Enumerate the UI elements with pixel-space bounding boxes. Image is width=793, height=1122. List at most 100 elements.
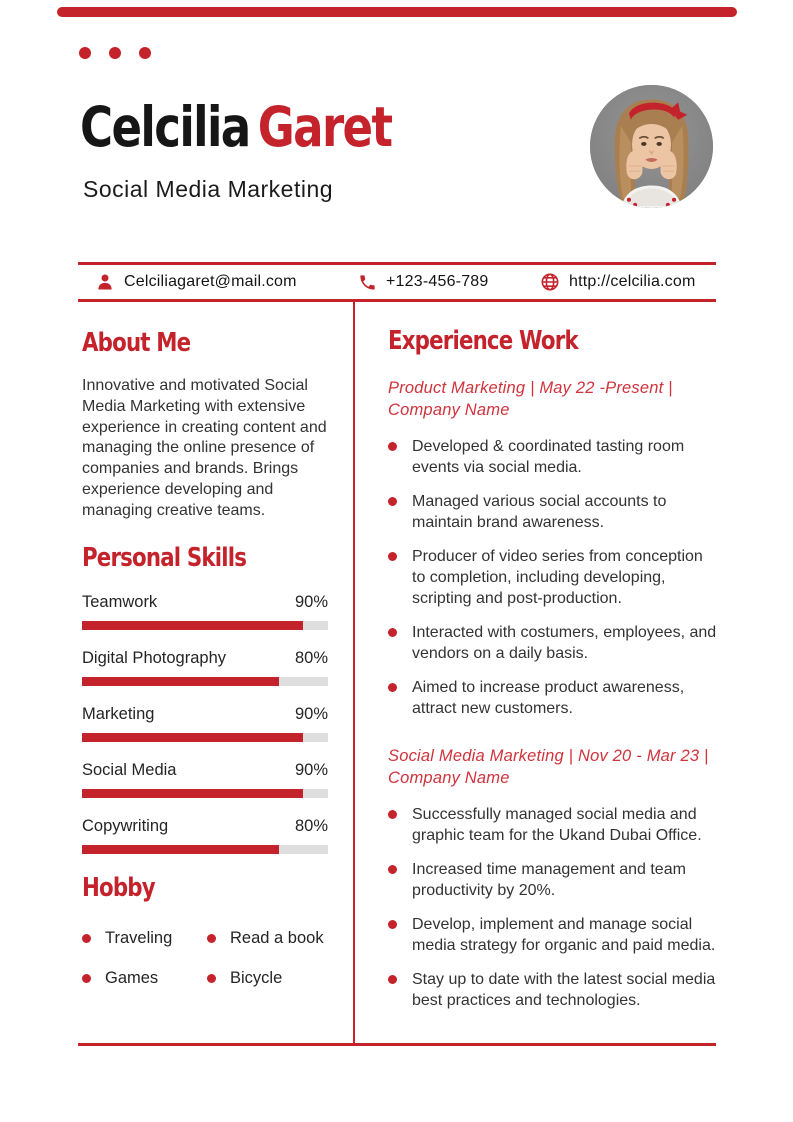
hobby-item: Traveling <box>82 929 207 948</box>
hobby-label: Traveling <box>105 928 173 947</box>
job-bullet-text: Aimed to increase product awareness, att… <box>412 679 685 717</box>
job-bullet-text: Interacted with costumers, employees, an… <box>412 624 717 662</box>
right-column: Experience Work Product Marketing | May … <box>388 302 718 1024</box>
job-bullet-text: Stay up to date with the latest social m… <box>412 971 716 1009</box>
skill-percent: 80% <box>294 648 328 667</box>
dot-icon <box>79 47 91 59</box>
profile-photo-illustration <box>590 85 713 208</box>
bottom-rule <box>78 1043 716 1046</box>
bullet-icon <box>82 933 91 943</box>
contact-phone-text: +123-456-789 <box>386 273 489 290</box>
about-text: Innovative and motivated Social Media Ma… <box>82 377 327 519</box>
skill-item: Teamwork 90% <box>82 593 328 630</box>
skill-bar-track <box>82 620 328 630</box>
skill-label: Digital Photography <box>82 648 227 667</box>
globe-icon <box>541 273 559 291</box>
skill-item: Social Media 90% <box>82 761 328 798</box>
skill-bar-fill <box>82 620 304 630</box>
dot-icon <box>139 47 151 59</box>
skill-bar-track <box>82 676 328 686</box>
job-bullet: Stay up to date with the latest social m… <box>388 969 718 1011</box>
decor-dots <box>79 47 151 59</box>
job-bullet-text: Successfully managed social media and gr… <box>412 806 702 844</box>
skill-label: Teamwork <box>82 592 158 611</box>
bullet-icon <box>388 442 397 451</box>
bullet-icon <box>207 933 216 943</box>
job-bullet: Managed various social accounts to maint… <box>388 491 718 533</box>
last-name: Garet <box>257 95 393 159</box>
job-bullet: Producer of video series from conception… <box>388 546 718 609</box>
skill-percent: 80% <box>294 816 328 835</box>
skill-bar-fill <box>82 844 279 854</box>
skill-percent: 90% <box>294 760 328 779</box>
job-bullet-text: Developed & coordinated tasting room eve… <box>412 438 685 476</box>
first-name: Celcilia <box>80 95 251 159</box>
job-title: Product Marketing | May 22 -Present | Co… <box>388 379 673 419</box>
phone-icon <box>360 274 375 290</box>
about-heading: About Me <box>82 328 191 358</box>
hobby-label: Read a book <box>230 928 324 947</box>
bullet-icon <box>388 920 397 929</box>
bullet-icon <box>388 552 397 561</box>
bullet-icon <box>388 628 397 637</box>
profile-photo <box>590 85 713 208</box>
skill-item: Digital Photography 80% <box>82 649 328 686</box>
job-title-subtitle: Social Media Marketing <box>83 176 334 202</box>
skill-bar-track <box>82 788 328 798</box>
left-column: About Me Innovative and motivated Social… <box>82 302 328 988</box>
skill-bar-track <box>82 732 328 742</box>
bullet-icon <box>388 683 397 692</box>
experience-heading: Experience Work <box>388 326 579 356</box>
skill-bar-track <box>82 844 328 854</box>
contact-website[interactable]: http://celcilia.com <box>540 265 696 299</box>
job-bullet-list: Successfully managed social media and gr… <box>388 804 718 1011</box>
person-icon <box>98 274 112 290</box>
skills-list: Teamwork 90% Digital Photography 80% Mar… <box>82 593 328 854</box>
bullet-icon <box>388 975 397 984</box>
hobby-item: Games <box>82 969 207 988</box>
hobby-item: Bicycle <box>207 969 328 988</box>
job-bullet: Successfully managed social media and gr… <box>388 804 718 846</box>
job-bullet-list: Developed & coordinated tasting room eve… <box>388 436 718 719</box>
bullet-icon <box>82 973 91 983</box>
job-bullet-text: Increased time management and team produ… <box>412 861 686 899</box>
hobby-list: Traveling Read a book Games Bicycle <box>82 929 328 988</box>
job-bullet-text: Managed various social accounts to maint… <box>412 493 667 531</box>
hobby-label: Bicycle <box>230 968 283 987</box>
job-bullet: Interacted with costumers, employees, an… <box>388 622 718 664</box>
skill-label: Copywriting <box>82 816 169 835</box>
bullet-icon <box>388 810 397 819</box>
hobby-item: Read a book <box>207 929 328 948</box>
bullet-icon <box>207 973 216 983</box>
skill-label: Social Media <box>82 760 177 779</box>
hobby-heading: Hobby <box>82 872 156 903</box>
skill-label: Marketing <box>82 704 155 723</box>
top-accent-bar <box>57 7 737 17</box>
skill-percent: 90% <box>294 592 328 611</box>
skills-heading: Personal Skills <box>82 542 247 573</box>
skill-item: Marketing 90% <box>82 705 328 742</box>
skill-bar-fill <box>82 732 304 742</box>
contact-bar: Celciliagaret@mail.com +123-456-789 http… <box>78 262 716 302</box>
skill-item: Copywriting 80% <box>82 817 328 854</box>
contact-website-text: http://celcilia.com <box>569 273 696 290</box>
job-bullet: Aimed to increase product awareness, att… <box>388 677 718 719</box>
column-divider <box>353 302 355 1043</box>
skill-percent: 90% <box>294 704 328 723</box>
dot-icon <box>109 47 121 59</box>
person-name: Celcilia Garet <box>80 95 393 159</box>
hobby-label: Games <box>105 968 159 987</box>
skill-bar-fill <box>82 788 304 798</box>
job-bullet: Increased time management and team produ… <box>388 859 718 901</box>
job-bullet-text: Producer of video series from conception… <box>412 548 703 607</box>
job-bullet: Developed & coordinated tasting room eve… <box>388 436 718 478</box>
job-title: Social Media Marketing | Nov 20 - Mar 23… <box>388 747 709 787</box>
bullet-icon <box>388 497 397 506</box>
job-bullet-text: Develop, implement and manage social med… <box>412 916 716 954</box>
contact-email[interactable]: Celciliagaret@mail.com <box>95 265 297 299</box>
bullet-icon <box>388 865 397 874</box>
job-bullet: Develop, implement and manage social med… <box>388 914 718 956</box>
contact-phone[interactable]: +123-456-789 <box>358 265 489 299</box>
skill-bar-fill <box>82 676 279 686</box>
